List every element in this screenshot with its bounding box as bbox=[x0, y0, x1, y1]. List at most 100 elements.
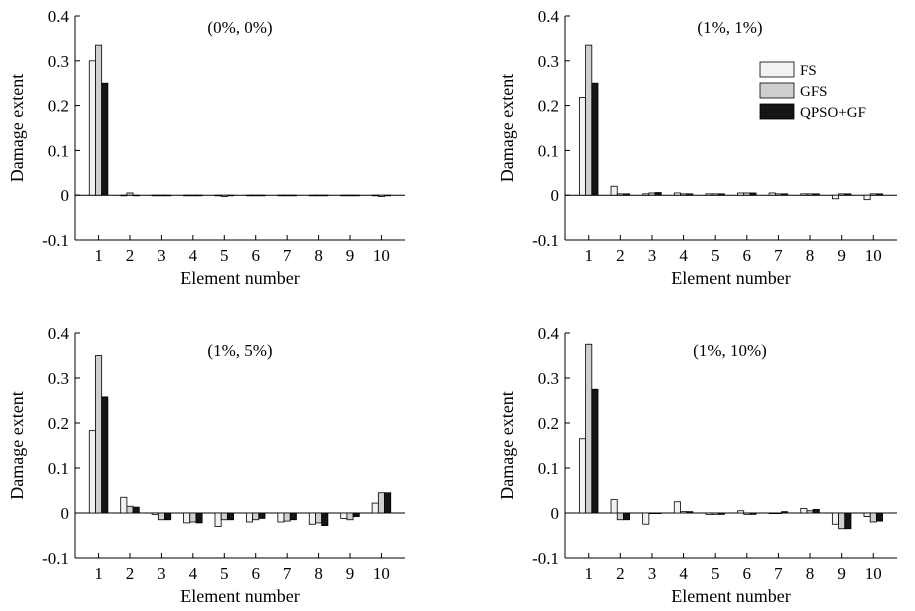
x-tick-label: 10 bbox=[865, 564, 882, 583]
bar-gfs-element-5 bbox=[711, 512, 719, 515]
y-axis-label: Damage extent bbox=[7, 391, 27, 499]
bar-gfs-element-6 bbox=[743, 512, 751, 515]
bar-qpso-gf-element-1 bbox=[591, 82, 599, 196]
bar-qpso-gf-element-4 bbox=[686, 511, 694, 514]
bar-fs-element-4 bbox=[673, 501, 681, 514]
x-tick-label: 2 bbox=[616, 564, 625, 583]
bar-gfs-element-9 bbox=[346, 512, 354, 521]
bar-fs-element-9 bbox=[831, 512, 839, 525]
bar-qpso-gf-element-9 bbox=[352, 194, 360, 197]
y-tick-label: 0.4 bbox=[48, 324, 70, 343]
y-tick-label: 0.4 bbox=[538, 7, 560, 26]
chart-panel-1: -0.1 0 0.1 0.2 0.3 0.4 1 2 3 4 5 6 7 8 9 10 (0%, 0%) Elem… bbox=[7, 7, 405, 288]
bar-fs-element-3 bbox=[642, 193, 650, 196]
y-tick-label: -0.1 bbox=[532, 231, 559, 250]
x-tick-label: 2 bbox=[126, 246, 135, 265]
legend-swatch-gfs bbox=[759, 82, 795, 99]
bar-qpso-gf-element-5 bbox=[226, 512, 234, 521]
bar-qpso-gf-element-4 bbox=[195, 512, 203, 524]
legend-label: FS bbox=[800, 63, 817, 79]
x-tick-label: 8 bbox=[314, 564, 323, 583]
bar-qpso-gf-element-9 bbox=[844, 512, 852, 530]
bar-qpso-gf-element-10 bbox=[384, 194, 392, 197]
x-tick-label: 7 bbox=[774, 246, 783, 265]
bar-fs-element-5 bbox=[214, 512, 222, 527]
bar-qpso-gf-element-1 bbox=[591, 388, 599, 514]
y-tick-label: 0.3 bbox=[538, 369, 559, 388]
x-tick-label: 5 bbox=[220, 564, 229, 583]
bar-fs-element-6 bbox=[737, 510, 745, 514]
x-tick-label: 9 bbox=[837, 564, 846, 583]
y-tick-label: 0.2 bbox=[538, 97, 559, 116]
y-tick-label: 0.1 bbox=[538, 459, 559, 478]
x-tick-label: 1 bbox=[94, 564, 103, 583]
bar-gfs-element-2 bbox=[616, 512, 624, 521]
y-tick-label: 0.4 bbox=[538, 324, 560, 343]
bar-qpso-gf-element-7 bbox=[781, 193, 789, 196]
bar-gfs-element-5 bbox=[220, 194, 228, 197]
bar-qpso-gf-element-5 bbox=[226, 194, 234, 197]
x-tick-label: 8 bbox=[806, 564, 815, 583]
bar-qpso-gf-element-10 bbox=[875, 512, 883, 522]
bar-qpso-gf-element-2 bbox=[132, 194, 140, 197]
legend-swatch-fs bbox=[759, 61, 795, 78]
bar-qpso-gf-element-5 bbox=[717, 512, 725, 515]
y-tick-label: 0 bbox=[61, 186, 70, 205]
x-tick-label: 9 bbox=[346, 564, 355, 583]
bar-fs-element-9 bbox=[831, 194, 839, 200]
chart-panel-2: -0.1 0 0.1 0.2 0.3 0.4 1 2 3 4 5 6 7 8 9 10 (1%, 1%) Elem… bbox=[497, 7, 899, 288]
bar-qpso-gf-element-2 bbox=[623, 512, 631, 521]
legend-swatch-qpso-gf bbox=[759, 103, 795, 120]
y-tick-label: 0.2 bbox=[48, 97, 69, 116]
bar-fs-element-8 bbox=[800, 508, 808, 514]
bar-fs-element-10 bbox=[371, 502, 379, 514]
bar-fs-element-8 bbox=[800, 193, 808, 196]
bar-fs-element-7 bbox=[768, 192, 776, 196]
x-axis-label: Element number bbox=[671, 268, 790, 288]
bar-fs-element-2 bbox=[120, 496, 128, 514]
bar-fs-element-7 bbox=[768, 512, 776, 515]
y-tick-label: 0.3 bbox=[48, 369, 69, 388]
chart-panel-4: -0.1 0 0.1 0.2 0.3 0.4 1 2 3 4 5 6 7 8 9 10 (1%, 10%) Ele… bbox=[497, 324, 897, 606]
x-tick-label: 9 bbox=[346, 246, 355, 265]
bar-gfs-element-8 bbox=[806, 510, 814, 514]
y-tick-label: 0.1 bbox=[538, 141, 559, 160]
bar-qpso-gf-element-8 bbox=[812, 193, 820, 196]
bar-gfs-element-3 bbox=[648, 192, 656, 196]
x-tick-label: 5 bbox=[711, 246, 720, 265]
x-tick-label: 4 bbox=[679, 246, 688, 265]
bar-gfs-element-8 bbox=[315, 512, 323, 524]
bar-gfs-element-4 bbox=[680, 511, 688, 514]
bar-fs-element-3 bbox=[151, 194, 159, 197]
bar-fs-element-6 bbox=[737, 192, 745, 196]
x-tick-label: 6 bbox=[743, 246, 752, 265]
bar-qpso-gf-element-3 bbox=[654, 512, 662, 515]
x-axis-label: Element number bbox=[180, 268, 299, 288]
bar-gfs-element-1 bbox=[585, 343, 593, 514]
bar-qpso-gf-element-7 bbox=[289, 194, 297, 197]
bar-gfs-element-3 bbox=[157, 194, 165, 197]
y-axis-label: Damage extent bbox=[497, 74, 517, 182]
bar-fs-element-8 bbox=[308, 512, 316, 525]
bar-qpso-gf-element-4 bbox=[195, 194, 203, 197]
bar-gfs-element-9 bbox=[346, 194, 354, 197]
x-tick-label: 9 bbox=[837, 246, 846, 265]
bar-fs-element-5 bbox=[214, 194, 222, 197]
bar-fs-element-7 bbox=[277, 194, 285, 197]
bar-qpso-gf-element-8 bbox=[321, 512, 329, 527]
bar-qpso-gf-element-2 bbox=[132, 506, 140, 514]
bar-fs-element-6 bbox=[246, 194, 254, 197]
x-tick-label: 5 bbox=[711, 564, 720, 583]
bar-qpso-gf-element-1 bbox=[101, 396, 109, 514]
bar-gfs-element-5 bbox=[220, 512, 228, 521]
bar-fs-element-5 bbox=[705, 512, 713, 515]
panel-title: (1%, 10%) bbox=[693, 341, 767, 360]
bar-qpso-gf-element-10 bbox=[875, 193, 883, 196]
x-tick-label: 2 bbox=[126, 564, 135, 583]
x-tick-label: 1 bbox=[584, 246, 593, 265]
x-tick-label: 4 bbox=[679, 564, 688, 583]
legend: FS GFS QPSO+GF bbox=[756, 58, 899, 124]
bar-gfs-element-7 bbox=[283, 512, 291, 522]
bar-qpso-gf-element-9 bbox=[352, 512, 360, 517]
